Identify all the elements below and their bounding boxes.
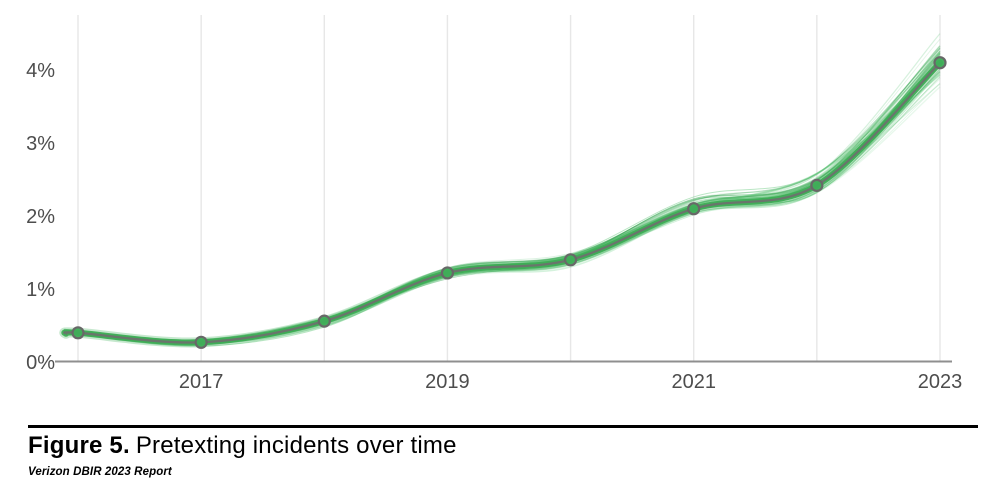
ensemble-line — [63, 62, 941, 345]
ensemble-line — [63, 59, 941, 346]
ensemble-line — [63, 78, 941, 345]
ensemble-line — [63, 59, 941, 344]
y-axis-labels: 0% 1% 2% 3% 4% — [26, 60, 55, 374]
data-points — [71, 56, 947, 349]
x-tick-label: 2021 — [671, 371, 716, 393]
x-tick-label: 2019 — [425, 371, 470, 393]
ensemble-line — [63, 76, 941, 345]
ensemble-line — [63, 64, 941, 345]
data-point-2023 — [933, 56, 947, 70]
ensemble-line — [63, 53, 941, 343]
ensemble-line — [63, 61, 941, 344]
data-point-2020 — [563, 253, 578, 267]
ensemble-line — [63, 64, 941, 343]
ensemble-line — [63, 56, 941, 344]
y-tick-label: 4% — [26, 60, 55, 82]
figure-caption: Figure 5. Pretexting incidents over time — [28, 432, 457, 459]
data-point-2022 — [810, 178, 824, 192]
ensemble-line — [63, 73, 941, 343]
x-axis-labels: 2017 2019 2021 2023 — [179, 371, 962, 393]
figure-title: Pretexting incidents over time — [135, 432, 457, 459]
ensemble-line — [63, 70, 941, 345]
trend-line — [63, 61, 941, 344]
ensemble-line — [63, 59, 941, 341]
ensemble-line — [63, 64, 941, 343]
ensemble-line — [63, 61, 941, 344]
ensemble-line — [63, 83, 941, 346]
ensemble-line — [63, 74, 941, 345]
ensemble-line — [63, 70, 941, 344]
trend-band — [61, 59, 943, 346]
ensemble-line — [63, 55, 941, 342]
ensemble-line — [63, 69, 941, 341]
gridlines — [77, 15, 941, 361]
trend-band-glow — [59, 57, 945, 348]
y-tick-label: 0% — [26, 352, 55, 374]
ensemble-line — [63, 52, 941, 344]
ensemble-line — [63, 61, 941, 344]
y-tick-label: 3% — [26, 133, 55, 155]
ensemble-line — [63, 77, 941, 344]
data-point-2018 — [317, 314, 331, 328]
ensemble-line — [63, 72, 941, 345]
ensemble-line — [63, 83, 941, 344]
ensemble-line — [63, 55, 941, 342]
ensemble-line — [63, 57, 941, 345]
ensemble-line — [63, 71, 941, 345]
pretexting-chart: 0% 1% 2% 3% 4% 2017 2019 2021 2023 — [26, 15, 962, 393]
x-tick-label: 2023 — [918, 371, 963, 393]
data-point-2016 — [71, 326, 85, 340]
ensemble-line — [63, 72, 941, 342]
ensemble-line — [63, 65, 941, 343]
source-note: Verizon DBIR 2023 Report — [28, 466, 172, 478]
ensemble-line — [63, 86, 941, 341]
y-tick-label: 1% — [26, 279, 55, 301]
ensemble-line — [63, 71, 941, 343]
data-point-2019 — [440, 266, 455, 280]
figure-label: Figure 5. — [28, 432, 130, 459]
data-point-2021 — [687, 202, 701, 216]
ensemble-line — [63, 64, 941, 344]
data-point-2017 — [194, 335, 208, 349]
x-tick-label: 2017 — [179, 371, 224, 393]
ensemble-line — [63, 52, 941, 347]
ensemble-line — [63, 53, 941, 343]
caption-divider — [28, 425, 978, 428]
y-tick-label: 2% — [26, 206, 55, 228]
